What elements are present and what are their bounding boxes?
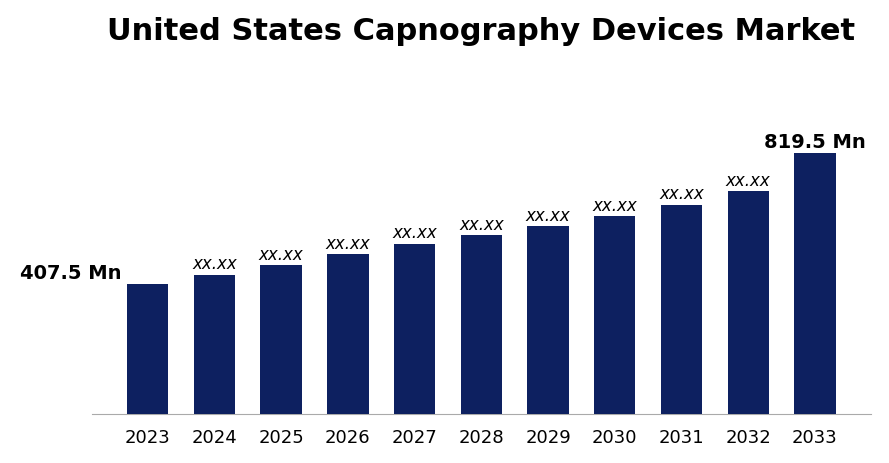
Bar bbox=[394, 244, 436, 414]
Bar bbox=[327, 255, 369, 414]
Text: xx.xx: xx.xx bbox=[592, 196, 637, 214]
Bar bbox=[461, 236, 502, 414]
Text: 819.5 Mn: 819.5 Mn bbox=[764, 132, 866, 151]
Text: xx.xx: xx.xx bbox=[392, 224, 437, 242]
Text: xx.xx: xx.xx bbox=[725, 171, 771, 189]
Text: 407.5 Mn: 407.5 Mn bbox=[20, 263, 122, 282]
Bar bbox=[127, 285, 168, 414]
Bar bbox=[194, 275, 235, 414]
Bar bbox=[794, 154, 836, 414]
Title: United States Capnography Devices Market: United States Capnography Devices Market bbox=[108, 17, 855, 45]
Bar bbox=[527, 227, 569, 414]
Bar bbox=[727, 192, 769, 414]
Text: xx.xx: xx.xx bbox=[525, 206, 571, 224]
Bar bbox=[260, 266, 302, 414]
Text: xx.xx: xx.xx bbox=[325, 234, 370, 252]
Text: xx.xx: xx.xx bbox=[459, 215, 504, 233]
Text: xx.xx: xx.xx bbox=[259, 245, 303, 263]
Bar bbox=[594, 217, 636, 414]
Text: xx.xx: xx.xx bbox=[192, 255, 236, 273]
Text: xx.xx: xx.xx bbox=[659, 185, 704, 203]
Bar bbox=[661, 205, 702, 414]
